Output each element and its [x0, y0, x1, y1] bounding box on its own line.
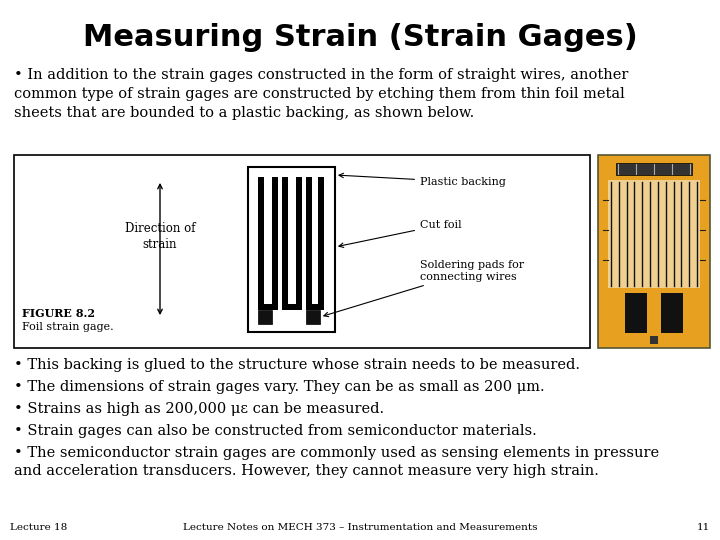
Bar	[258, 177, 264, 304]
Text: FIGURE 8.2: FIGURE 8.2	[22, 308, 95, 319]
Bar	[282, 177, 288, 304]
Bar	[318, 177, 324, 304]
Text: Cut foil: Cut foil	[339, 220, 462, 247]
Bar	[306, 310, 320, 324]
Text: Measuring Strain (Strain Gages): Measuring Strain (Strain Gages)	[83, 24, 637, 52]
Bar	[598, 155, 710, 348]
Text: • The dimensions of strain gages vary. They can be as small as 200 μm.: • The dimensions of strain gages vary. T…	[14, 380, 544, 394]
Text: • Strain gages can also be constructed from semiconductor materials.: • Strain gages can also be constructed f…	[14, 424, 536, 438]
Bar	[296, 177, 302, 304]
Bar	[272, 177, 278, 304]
Bar	[625, 293, 647, 333]
Bar	[306, 304, 324, 310]
Bar	[318, 177, 324, 183]
Text: Plastic backing: Plastic backing	[339, 173, 506, 187]
Bar	[258, 304, 278, 310]
Bar	[661, 293, 683, 333]
Text: Soldering pads for
connecting wires: Soldering pads for connecting wires	[324, 260, 524, 316]
Bar	[282, 304, 302, 310]
Bar	[248, 167, 335, 332]
Bar	[306, 177, 312, 304]
Bar	[14, 155, 590, 348]
Bar	[608, 180, 700, 288]
Bar	[258, 310, 272, 324]
Text: • In addition to the strain gages constructed in the form of straight wires, ano: • In addition to the strain gages constr…	[14, 68, 629, 120]
Bar	[258, 177, 264, 183]
Text: • The semiconductor strain gages are commonly used as sensing elements in pressu: • The semiconductor strain gages are com…	[14, 446, 659, 478]
Bar	[616, 163, 692, 175]
Text: Lecture Notes on MECH 373 – Instrumentation and Measurements: Lecture Notes on MECH 373 – Instrumentat…	[183, 523, 537, 532]
Text: Foil strain gage.: Foil strain gage.	[22, 322, 114, 332]
Text: • This backing is glued to the structure whose strain needs to be measured.: • This backing is glued to the structure…	[14, 358, 580, 372]
Text: • Strains as high as 200,000 με can be measured.: • Strains as high as 200,000 με can be m…	[14, 402, 384, 416]
Text: 11: 11	[697, 523, 710, 532]
Text: Direction of
strain: Direction of strain	[125, 222, 195, 251]
Text: Lecture 18: Lecture 18	[10, 523, 67, 532]
Bar	[650, 336, 658, 344]
